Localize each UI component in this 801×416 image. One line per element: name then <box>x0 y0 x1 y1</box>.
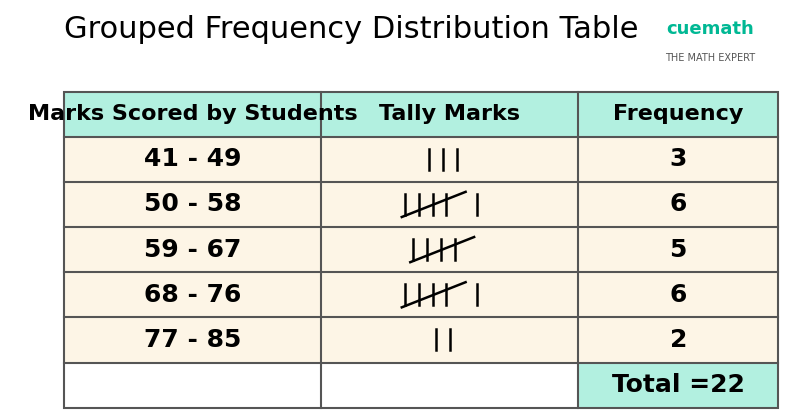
FancyBboxPatch shape <box>578 92 779 137</box>
Text: THE MATH EXPERT: THE MATH EXPERT <box>665 53 755 63</box>
FancyBboxPatch shape <box>321 317 578 362</box>
Text: Total =22: Total =22 <box>612 373 745 397</box>
FancyBboxPatch shape <box>321 272 578 317</box>
Text: 59 - 67: 59 - 67 <box>144 238 241 262</box>
Text: 5: 5 <box>670 238 687 262</box>
FancyBboxPatch shape <box>64 272 321 317</box>
FancyBboxPatch shape <box>578 362 779 408</box>
FancyBboxPatch shape <box>578 227 779 272</box>
FancyBboxPatch shape <box>64 362 321 408</box>
Text: cuemath: cuemath <box>666 20 754 38</box>
Text: 3: 3 <box>670 147 687 171</box>
Text: 50 - 58: 50 - 58 <box>143 193 241 216</box>
Text: 6: 6 <box>670 193 687 216</box>
Text: 2: 2 <box>670 328 687 352</box>
Text: 68 - 76: 68 - 76 <box>144 283 241 307</box>
FancyBboxPatch shape <box>321 182 578 227</box>
FancyBboxPatch shape <box>64 227 321 272</box>
FancyBboxPatch shape <box>578 182 779 227</box>
FancyBboxPatch shape <box>321 227 578 272</box>
Text: Tally Marks: Tally Marks <box>379 104 520 124</box>
FancyBboxPatch shape <box>64 137 321 182</box>
FancyBboxPatch shape <box>321 92 578 137</box>
FancyBboxPatch shape <box>578 137 779 182</box>
Text: 6: 6 <box>670 283 687 307</box>
Text: Frequency: Frequency <box>613 104 743 124</box>
FancyBboxPatch shape <box>64 92 321 137</box>
Text: Grouped Frequency Distribution Table: Grouped Frequency Distribution Table <box>64 15 638 44</box>
FancyBboxPatch shape <box>64 182 321 227</box>
FancyBboxPatch shape <box>578 272 779 317</box>
FancyBboxPatch shape <box>578 317 779 362</box>
FancyBboxPatch shape <box>321 137 578 182</box>
Text: 41 - 49: 41 - 49 <box>143 147 241 171</box>
Text: Marks Scored by Students: Marks Scored by Students <box>28 104 357 124</box>
FancyBboxPatch shape <box>321 362 578 408</box>
FancyBboxPatch shape <box>64 317 321 362</box>
Text: 77 - 85: 77 - 85 <box>144 328 241 352</box>
